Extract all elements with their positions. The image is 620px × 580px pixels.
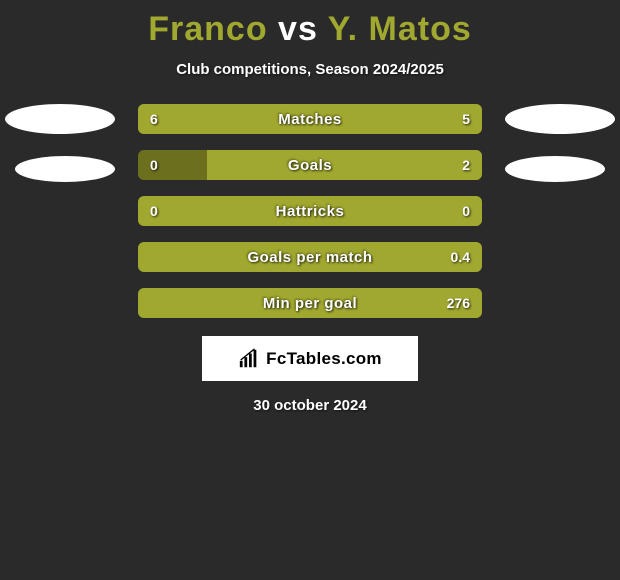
stat-bar: 00Hattricks — [138, 196, 482, 226]
bar-label: Min per goal — [138, 288, 482, 318]
stat-bar: 02Goals — [138, 150, 482, 180]
player1-badge-placeholder — [5, 104, 115, 134]
title-player2: Y. Matos — [328, 10, 472, 48]
player1-badge-placeholder-2 — [15, 156, 115, 182]
title-vs: vs — [278, 10, 318, 48]
bar-label: Goals — [138, 150, 482, 180]
player2-badge-placeholder-2 — [505, 156, 605, 182]
bar-label: Hattricks — [138, 196, 482, 226]
date-text: 30 october 2024 — [0, 397, 620, 414]
page-title: Franco vs Y. Matos — [0, 0, 620, 49]
brand-badge[interactable]: FcTables.com — [202, 336, 418, 381]
title-player1: Franco — [148, 10, 267, 48]
brand-text: FcTables.com — [266, 349, 382, 369]
stat-bar: 276Min per goal — [138, 288, 482, 318]
chart-bars-icon — [238, 348, 260, 370]
subtitle: Club competitions, Season 2024/2025 — [0, 61, 620, 78]
stat-bar: 0.4Goals per match — [138, 242, 482, 272]
bar-label: Goals per match — [138, 242, 482, 272]
comparison-chart: 65Matches 02Goals 00Hattricks 0.4Goals per … — [0, 104, 620, 318]
player2-badge-placeholder — [505, 104, 615, 134]
stat-bar: 65Matches — [138, 104, 482, 134]
bar-label: Matches — [138, 104, 482, 134]
